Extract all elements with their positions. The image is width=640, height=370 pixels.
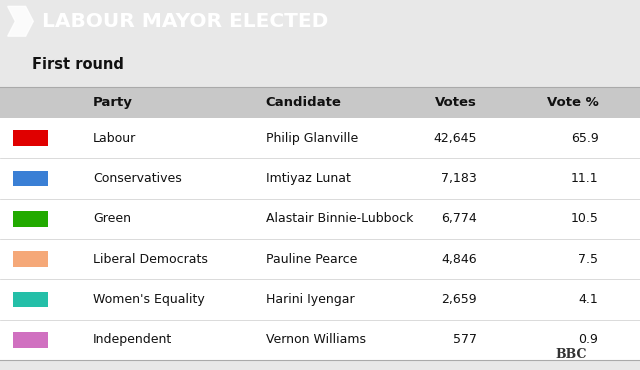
Text: 6,774: 6,774 (441, 212, 477, 225)
Text: Party: Party (93, 96, 132, 109)
Bar (0, 279, 640, 320)
Text: Liberal Democrats: Liberal Democrats (93, 253, 207, 266)
Text: 10.5: 10.5 (570, 212, 598, 225)
Text: 4.1: 4.1 (579, 293, 598, 306)
Text: 4,846: 4,846 (441, 253, 477, 266)
Text: Imtiyaz Lunat: Imtiyaz Lunat (266, 172, 351, 185)
Text: 2,659: 2,659 (441, 293, 477, 306)
Bar (13, 211, 48, 227)
Text: Women's Equality: Women's Equality (93, 293, 205, 306)
Bar (0, 87, 640, 118)
Bar (13, 251, 48, 267)
Bar (13, 130, 48, 146)
Text: Vernon Williams: Vernon Williams (266, 333, 365, 346)
Bar (13, 292, 48, 307)
Bar (0, 320, 640, 360)
Polygon shape (8, 6, 33, 36)
Text: Independent: Independent (93, 333, 172, 346)
Text: 11.1: 11.1 (571, 172, 598, 185)
Text: Harini Iyengar: Harini Iyengar (266, 293, 354, 306)
Text: Candidate: Candidate (266, 96, 342, 109)
Bar (0, 239, 640, 279)
Text: 42,645: 42,645 (433, 132, 477, 145)
Bar (0, 199, 640, 239)
Text: Philip Glanville: Philip Glanville (266, 132, 358, 145)
Text: 577: 577 (453, 333, 477, 346)
Text: Pauline Pearce: Pauline Pearce (266, 253, 357, 266)
Text: 0.9: 0.9 (579, 333, 598, 346)
Bar (13, 171, 48, 186)
Text: Alastair Binnie-Lubbock: Alastair Binnie-Lubbock (266, 212, 413, 225)
Text: 7.5: 7.5 (579, 253, 598, 266)
Text: First round: First round (32, 57, 124, 72)
Text: 65.9: 65.9 (571, 132, 598, 145)
Bar (0, 118, 640, 158)
Text: Votes: Votes (435, 96, 477, 109)
Text: Conservatives: Conservatives (93, 172, 182, 185)
Text: LABOUR MAYOR ELECTED: LABOUR MAYOR ELECTED (42, 12, 328, 31)
Text: BBC: BBC (556, 348, 587, 361)
Text: Green: Green (93, 212, 131, 225)
Bar (13, 332, 48, 348)
Bar (0, 158, 640, 199)
Text: Labour: Labour (93, 132, 136, 145)
Text: Vote %: Vote % (547, 96, 598, 109)
Text: 7,183: 7,183 (441, 172, 477, 185)
